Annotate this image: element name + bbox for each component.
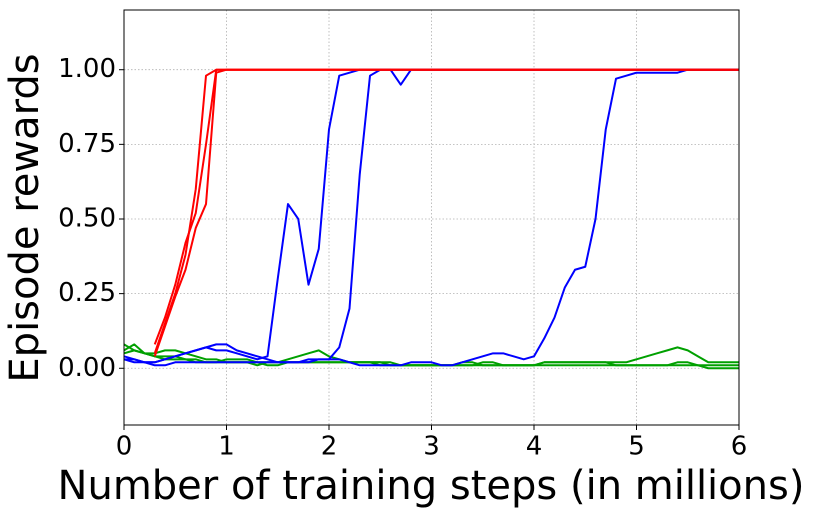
x-axis-title: Number of training steps (in millions) [58, 463, 805, 509]
y-axis-title: Episode rewards [2, 53, 48, 382]
series-line [123, 68, 739, 367]
y-tick-label: 0.00 [58, 353, 116, 383]
ticks: 0 1 2 3 4 5 6 0.00 0.25 0.50 0.75 1.00 [58, 54, 747, 461]
y-tick-label: 0.25 [58, 278, 116, 308]
x-tick-label: 4 [526, 432, 543, 462]
lines [123, 68, 739, 370]
y-tick-label: 0.50 [58, 203, 116, 233]
series-line [153, 68, 739, 357]
y-tick-label: 0.75 [58, 129, 116, 159]
x-tick-label: 5 [628, 432, 645, 462]
y-tick-label: 1.00 [58, 54, 116, 84]
x-tick-label: 1 [218, 432, 235, 462]
series-line [153, 68, 739, 354]
x-tick-label: 3 [423, 432, 440, 462]
x-tick-label: 6 [731, 432, 748, 462]
x-tick-label: 2 [321, 432, 338, 462]
x-tick-label: 0 [116, 432, 133, 462]
series-line [153, 68, 739, 345]
series-line [123, 349, 739, 367]
